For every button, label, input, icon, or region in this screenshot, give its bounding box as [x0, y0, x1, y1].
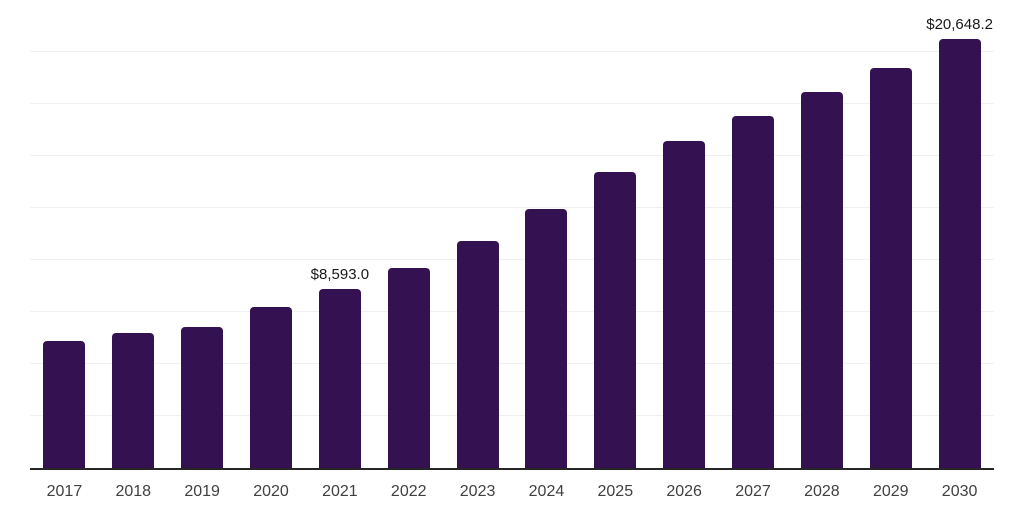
bar-slot-2020: [237, 0, 306, 468]
gridlines-layer: [30, 0, 994, 468]
value-label-2030: $20,648.2: [926, 15, 993, 33]
bar-slot-2026: [650, 0, 719, 468]
gridline: [30, 415, 994, 416]
gridline: [30, 311, 994, 313]
bar-slot-2027: [719, 0, 788, 468]
gridline: [30, 207, 994, 208]
bar-slot-2024: [512, 0, 581, 468]
bar-2023: [456, 240, 499, 468]
bar-2021: [318, 289, 361, 468]
bar-slot-2017: [30, 0, 99, 468]
bar-2026: [663, 141, 706, 468]
bar-2022: [387, 267, 430, 468]
bar-slot-2022: [374, 0, 443, 468]
bar-slot-2029: [856, 0, 925, 468]
gridline: [30, 363, 994, 364]
bar-slot-2019: [168, 0, 237, 468]
bar-slot-2023: [443, 0, 512, 468]
plot-area: $8,593.0 $20,648.2: [30, 0, 994, 470]
gridline: [30, 259, 994, 260]
bar-2024: [525, 208, 568, 468]
x-tick-2021: 2021: [322, 483, 358, 500]
bar-slot-2025: [581, 0, 650, 468]
gridline: [30, 155, 994, 157]
bar-2028: [800, 92, 843, 468]
gridline: [30, 103, 994, 104]
bar-slot-2028: [787, 0, 856, 468]
value-label-2021: $8,593.0: [310, 266, 370, 284]
x-tick-2019: 2019: [184, 483, 220, 500]
bar-2018: [112, 333, 155, 468]
x-tick-2029: 2029: [872, 483, 909, 500]
bar-2019: [181, 326, 224, 468]
x-tick-2020: 2020: [253, 483, 289, 500]
x-axis-labels: 2017 2018 2019 2020 2021 2022 2023 2024 2025 2026…: [30, 472, 994, 512]
gridline: [30, 51, 994, 52]
x-tick-2025: 2025: [597, 483, 634, 500]
bars-layer: $8,593.0 $20,648.2: [30, 0, 994, 468]
bar-2029: [869, 68, 912, 468]
bar-2017: [43, 340, 86, 468]
x-tick-2023: 2023: [459, 483, 496, 500]
bar-slot-2021: $8,593.0: [305, 0, 374, 468]
bar-2027: [732, 116, 775, 468]
x-tick-2017: 2017: [46, 483, 83, 500]
bar-slot-2018: [99, 0, 168, 468]
x-tick-2022: 2022: [390, 483, 427, 500]
x-tick-2024: 2024: [528, 483, 565, 500]
bar-2020: [250, 306, 292, 468]
x-tick-2027: 2027: [735, 483, 771, 500]
x-tick-2026: 2026: [666, 483, 702, 500]
bar-2025: [594, 172, 637, 468]
x-tick-2030: 2030: [941, 483, 978, 500]
bar-2030: [938, 38, 981, 468]
x-tick-2028: 2028: [804, 483, 840, 500]
bar-slot-2030: $20,648.2: [925, 0, 994, 468]
x-tick-2018: 2018: [115, 483, 152, 500]
